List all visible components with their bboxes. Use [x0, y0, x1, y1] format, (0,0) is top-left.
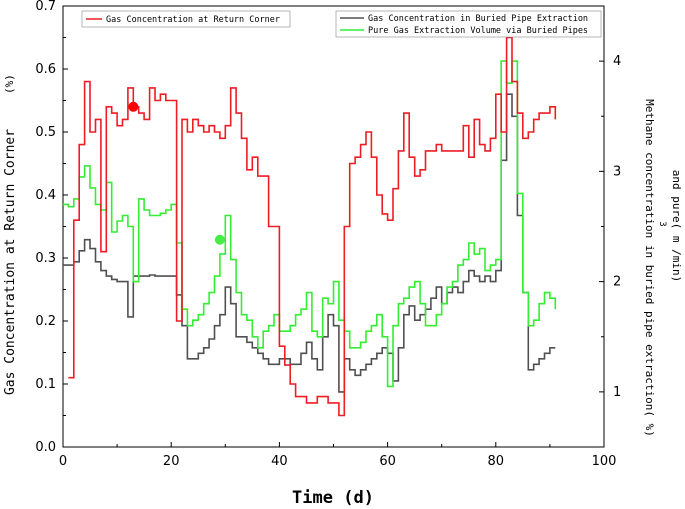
legend-right: Gas Concentration in Buried Pipe Extract…: [335, 10, 602, 38]
x-tick-label: 20: [163, 454, 180, 469]
legend-label-return-corner: Gas Concentration at Return Corner: [106, 15, 280, 25]
legend-label-buried-pipe-concentration: Gas Concentration in Buried Pipe Extract…: [368, 14, 588, 24]
x-tick-label: 0: [59, 454, 67, 469]
y-right-tick-label: 3: [613, 164, 621, 179]
axis-ticks: [62, 5, 605, 448]
y-left-tick-label: 0.7: [35, 0, 56, 14]
series-line-0: [68, 36, 557, 417]
y-right-tick-label: 4: [613, 54, 621, 69]
series-marker-0: [128, 101, 139, 112]
series-layer: [63, 36, 557, 417]
y-left-tick-label: 0.6: [35, 62, 56, 77]
y-left-tick-label: 0.4: [35, 188, 56, 203]
y-right-axis-title-line2: and pure( m /min): [670, 170, 683, 283]
y-left-tick-label: 0.3: [35, 251, 56, 266]
y-right-tick-label: 1: [613, 385, 621, 400]
series-line-2: [63, 60, 557, 388]
legend-right-box: [335, 10, 602, 38]
x-tick-label: 100: [592, 454, 617, 469]
x-tick-label: 60: [379, 454, 396, 469]
y-left-axis-unit: (%): [3, 74, 16, 94]
y-left-tick-label: 0.5: [35, 125, 56, 140]
y-left-tick-label: 0.1: [35, 377, 56, 392]
y-left-tick-label: 0.2: [35, 314, 56, 329]
tick-labels: 0 20 40 60 80 100 0.0 0.1 0.2 0.3 0.4 0.5 0.6 0.7 1 2 3 4: [35, 0, 621, 469]
y-left-axis-title: Gas Concentration at Return Corner: [3, 129, 18, 395]
series-line-1: [63, 93, 556, 393]
y-right-axis-title-line1: Methane concentration in buried pipe ext…: [643, 99, 656, 437]
legend-left-box: [81, 10, 291, 28]
legend-label-pure-gas-volume: Pure Gas Extraction Volume via Buried Pi…: [368, 26, 588, 36]
y-right-axis-superscript: 3: [657, 221, 667, 226]
x-tick-label: 40: [271, 454, 288, 469]
y-left-tick-label: 0.0: [35, 440, 56, 455]
series-marker-2: [214, 234, 225, 245]
x-tick-label: 80: [488, 454, 505, 469]
x-axis-title: Time (d): [292, 488, 374, 508]
markers-layer: [128, 101, 225, 245]
y-right-tick-label: 2: [613, 275, 621, 290]
plot-frame: [62, 5, 605, 448]
legend-left: Gas Concentration at Return Corner: [81, 10, 291, 28]
